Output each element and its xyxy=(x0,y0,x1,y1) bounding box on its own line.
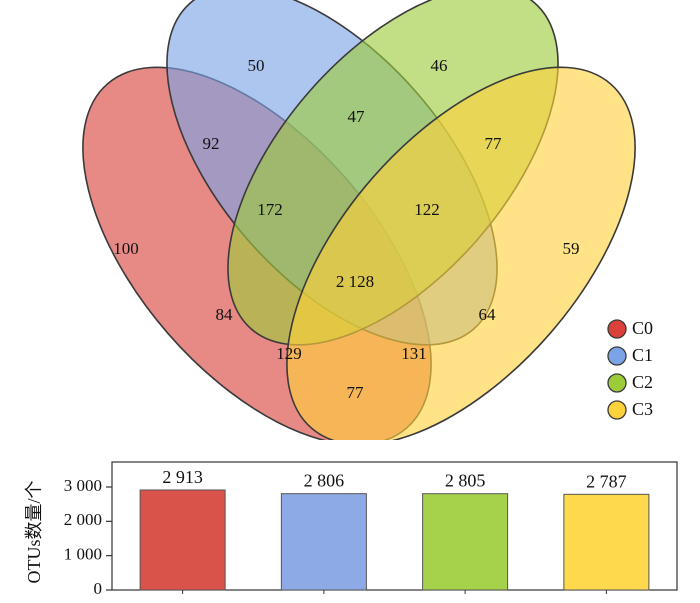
legend-label-c1: C1 xyxy=(632,345,653,365)
venn-region-label-c0-c1-c2: 172 xyxy=(257,200,283,219)
venn-region-label-c1-c3: 64 xyxy=(479,305,497,324)
bar-chart: 2 913 2 806 2 805 2 787 0 1 000 2 000 3 000 OT… xyxy=(24,461,678,598)
legend-marker-c3 xyxy=(607,400,627,420)
bar-value-label-c1: 2 806 xyxy=(304,471,345,491)
y-axis-title: OTUs数量/个 xyxy=(24,481,44,584)
venn-region-label-c0-c1-c3: 131 xyxy=(401,344,427,363)
venn-region-label-c2: 46 xyxy=(431,56,448,75)
venn-region-label-c0-c1: 92 xyxy=(203,134,220,153)
venn-region-label-c1-c2-c3: 122 xyxy=(414,200,440,219)
y-tick-label: 3 000 xyxy=(64,476,102,495)
legend-marker-c2 xyxy=(607,373,627,393)
venn-region-label-c0-c2-c3: 129 xyxy=(276,344,302,363)
bar-value-label-c0: 2 913 xyxy=(162,467,203,487)
legend-label-c2: C2 xyxy=(632,372,653,392)
y-tick-label: 0 xyxy=(94,579,103,598)
venn-region-label-c1: 50 xyxy=(248,56,265,75)
venn-region-label-c0-c1-c2-c3: 2 128 xyxy=(336,272,374,291)
venn-region-label-c0-c2: 84 xyxy=(216,305,234,324)
venn-region-label-c2-c3: 77 xyxy=(485,134,503,153)
legend-marker-c0 xyxy=(607,319,627,339)
legend-label-c3: C3 xyxy=(632,399,653,419)
plot-frame xyxy=(111,461,678,591)
bar-c3 xyxy=(563,493,650,591)
bar-value-label-c2: 2 805 xyxy=(445,471,486,491)
bar-c2 xyxy=(422,493,509,591)
venn-region-label-c1-c2: 47 xyxy=(348,107,366,126)
venn-region-label-c3: 59 xyxy=(563,239,580,258)
bar-value-label-c3: 2 787 xyxy=(586,471,627,491)
venn-region-label-c0-c3: 77 xyxy=(347,383,365,402)
legend-marker-c1 xyxy=(607,346,627,366)
bar-c0 xyxy=(139,489,226,591)
venn-region-label-c0: 100 xyxy=(113,239,139,258)
legend-label-c0: C0 xyxy=(632,318,653,338)
bar-c1 xyxy=(280,493,367,591)
venn-diagram: 100 50 46 59 92 47 77 77 172 122 84 64 129 131 2 128 C… xyxy=(82,0,653,440)
y-tick-label: 2 000 xyxy=(64,510,102,529)
venn-set-c3 xyxy=(286,66,636,440)
y-tick-label: 1 000 xyxy=(64,545,102,564)
